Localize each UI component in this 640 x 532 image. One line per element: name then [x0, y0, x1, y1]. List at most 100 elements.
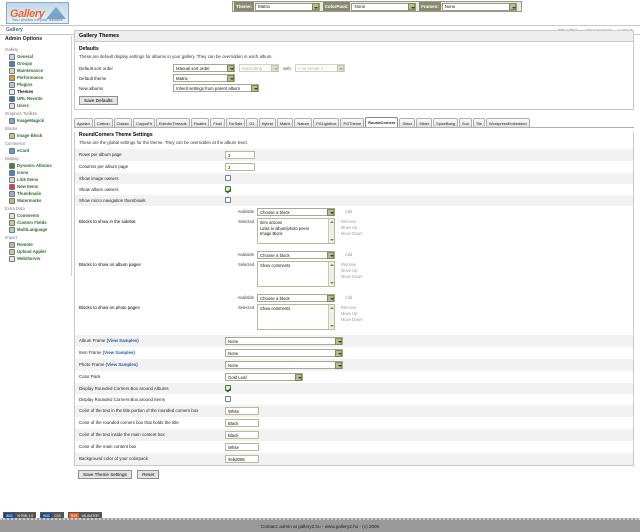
- input-color-of-the-text-inside-the-main-conten[interactable]: Black: [225, 431, 259, 439]
- sidebar-item-performance[interactable]: Performance: [9, 74, 68, 81]
- checkbox-show-album-owners[interactable]: [225, 186, 231, 192]
- add-block-button[interactable]: Add: [345, 252, 353, 257]
- list-item[interactable]: Show comments: [260, 263, 291, 268]
- frame-select[interactable]: None: [225, 337, 343, 345]
- default-theme-select[interactable]: Matrix: [173, 74, 235, 82]
- list-item[interactable]: Item actions: [260, 220, 283, 225]
- list-item[interactable]: Links to album/photo peers: [260, 225, 310, 231]
- reset-button[interactable]: Reset: [137, 470, 160, 479]
- sort-direction-select[interactable]: Ascending: [239, 64, 279, 72]
- sidebar-item-general[interactable]: General: [9, 53, 68, 60]
- tab-ajaxian[interactable]: Ajaxian: [74, 118, 93, 127]
- sidebar-item-comments[interactable]: Comments: [9, 212, 68, 219]
- available-block-select[interactable]: Choose a block: [257, 294, 335, 302]
- tab-slider[interactable]: Slider: [416, 118, 433, 127]
- colorpack-select[interactable]: None: [351, 2, 417, 11]
- tab-classic[interactable]: Classic: [113, 118, 133, 127]
- remove-block-button[interactable]: Remove: [341, 262, 357, 267]
- move-up-button[interactable]: Move Up: [341, 268, 358, 273]
- tab-cuppafit[interactable]: CuppaFit: [133, 118, 155, 127]
- add-block-button[interactable]: Add: [345, 295, 353, 300]
- sidebar-item-imagemagick[interactable]: ImageMagick: [9, 117, 68, 124]
- list-item[interactable]: Image Block: [260, 231, 283, 236]
- input-rows-per-album-page[interactable]: 3: [225, 151, 255, 159]
- save-defaults-button[interactable]: Save Defaults: [79, 96, 118, 105]
- tab-tile[interactable]: Tile: [472, 118, 486, 127]
- new-albums-select[interactable]: Inherit settings from parent album: [173, 84, 259, 92]
- sidebar-item-maintenance[interactable]: Maintenance: [9, 67, 68, 74]
- available-block-select[interactable]: Choose a block: [257, 251, 335, 259]
- input-columns-per-album-page[interactable]: 3: [225, 163, 255, 171]
- scrollbar[interactable]: [328, 219, 334, 243]
- breadcrumb[interactable]: Gallery: [6, 27, 23, 33]
- sidebar-item-dynamic-albums[interactable]: Dynamic Albums: [9, 162, 68, 169]
- tab-roundcorners[interactable]: RoundCorners: [365, 117, 399, 127]
- frames-select[interactable]: None: [441, 2, 518, 11]
- sidebar-item-multilanguage[interactable]: MultiLanguage: [9, 226, 68, 233]
- sidebar-item-new-items[interactable]: New Items: [9, 183, 68, 190]
- available-block-select[interactable]: Choose a block: [257, 208, 335, 216]
- checkbox-rounded-corners-items[interactable]: [225, 396, 231, 402]
- selected-blocks-listbox[interactable]: Item actions Links to album/photo peers Im…: [257, 218, 335, 244]
- sidebar-item-remote[interactable]: Remote: [9, 241, 68, 248]
- view-samples-link[interactable]: (View Samples): [105, 362, 138, 367]
- sidebar-item-web-server[interactable]: Web/Server: [9, 255, 68, 262]
- tab-spicebang[interactable]: SpiceBang: [433, 118, 458, 127]
- theme-select[interactable]: Matrix: [255, 2, 320, 11]
- frame-select[interactable]: None: [225, 349, 343, 357]
- tab-g1[interactable]: G1: [246, 118, 258, 127]
- tab-siriux[interactable]: Siriux: [399, 118, 416, 127]
- scrollbar[interactable]: [328, 262, 334, 286]
- tab-matrix[interactable]: Matrix: [276, 118, 294, 127]
- save-theme-settings-button[interactable]: Save Theme Settings: [78, 470, 132, 479]
- sidebar-item-link-items[interactable]: Link Items: [9, 176, 68, 183]
- input-color-of-the-main-content-box[interactable]: White: [225, 443, 259, 451]
- sidebar-item-upload-applet[interactable]: Upload Applet: [9, 248, 68, 255]
- colorpack-setting-select[interactable]: Gold Leaf: [225, 373, 303, 381]
- sidebar-item-themes[interactable]: Themes: [9, 88, 68, 95]
- remove-block-button[interactable]: Remove: [341, 219, 357, 224]
- scrollbar[interactable]: [328, 305, 334, 329]
- sidebar-item-watermarks[interactable]: Watermarks: [9, 197, 68, 204]
- tab-nature[interactable]: Nature: [294, 118, 313, 127]
- tab-sun[interactable]: Sun: [458, 118, 472, 127]
- sidebar-item-ecard[interactable]: eCard: [9, 147, 68, 154]
- tab-wordpressembedded[interactable]: WordpressEmbedded: [486, 118, 530, 127]
- input-background-color-of-your-colorpack[interactable]: #ebd095: [225, 455, 259, 463]
- tab-eclecticthreads[interactable]: EclecticThreads: [155, 118, 190, 127]
- preset-select[interactable]: < no preset >: [294, 64, 345, 72]
- tab-hybrid[interactable]: Hybrid: [258, 118, 276, 127]
- default-sort-order-select[interactable]: Manual sort order: [173, 64, 235, 72]
- view-samples-link[interactable]: (View Samples): [106, 338, 139, 343]
- checkbox-show-micro-navigation-thumbnails[interactable]: [225, 197, 231, 203]
- tab-pglightbox[interactable]: PGLightbox: [313, 118, 340, 127]
- sidebar-item-users[interactable]: Users: [9, 102, 68, 109]
- sidebar-item-custom-fields[interactable]: Custom Fields: [9, 219, 68, 226]
- input-color-of-the-rounded-corners-box-that-ho[interactable]: Black: [225, 419, 259, 427]
- add-block-button[interactable]: Add: [345, 209, 353, 214]
- sidebar-item-plugins[interactable]: Plugins: [9, 81, 68, 88]
- tab-fluid[interactable]: Fluid: [210, 118, 225, 127]
- selected-blocks-listbox[interactable]: Show comments: [257, 261, 335, 287]
- sidebar-item-thumbnails[interactable]: Thumbnails: [9, 190, 68, 197]
- remove-block-button[interactable]: Remove: [341, 305, 357, 310]
- checkbox-rounded-corners-albums[interactable]: [225, 385, 231, 391]
- tab-carbon[interactable]: Carbon: [93, 118, 113, 127]
- move-down-button[interactable]: Move Down: [341, 274, 363, 279]
- tab-pgtheme[interactable]: PGTheme: [340, 118, 365, 127]
- gallery-logo[interactable]: Gallery Your photos on your website: [6, 2, 69, 24]
- move-up-button[interactable]: Move Up: [341, 311, 358, 316]
- tab-floatrix[interactable]: Floatrix: [190, 118, 210, 127]
- sidebar-item-groups[interactable]: Groups: [9, 60, 68, 67]
- input-color-of-the-text-in-the-title-portion-o[interactable]: White: [225, 407, 259, 415]
- view-samples-link[interactable]: (View Samples): [102, 350, 135, 355]
- selected-blocks-listbox[interactable]: Show comments: [257, 304, 335, 330]
- list-item[interactable]: Show comments: [260, 306, 291, 311]
- sidebar-item-image-block[interactable]: Image Block: [9, 132, 68, 139]
- move-up-button[interactable]: Move Up: [341, 225, 358, 230]
- tab-forsale[interactable]: ForSale: [225, 118, 246, 127]
- frame-select[interactable]: None: [225, 361, 343, 369]
- move-down-button[interactable]: Move Down: [341, 317, 363, 322]
- move-down-button[interactable]: Move Down: [341, 231, 363, 236]
- sidebar-item-url-rewrite[interactable]: URL Rewrite: [9, 95, 68, 102]
